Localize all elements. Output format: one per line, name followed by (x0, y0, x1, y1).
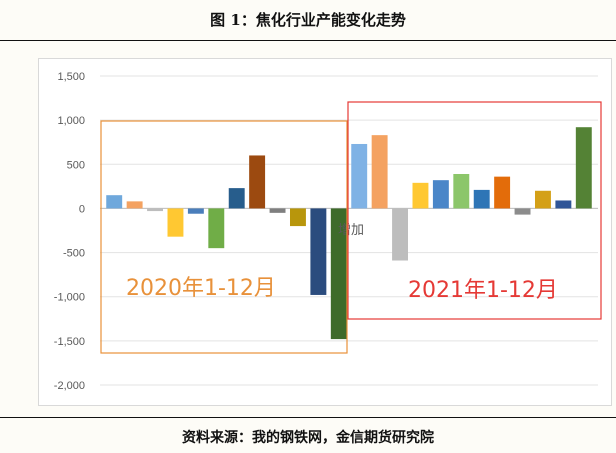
y-tick-label: 500 (67, 159, 85, 171)
bar (453, 173, 470, 209)
bottom-rule (0, 417, 616, 418)
bar (269, 208, 286, 213)
group-label: 2020年1-12月 (126, 276, 276, 301)
bar (392, 208, 409, 261)
bar (147, 208, 164, 212)
bar (126, 201, 143, 209)
bar (208, 208, 225, 249)
bar (249, 155, 266, 209)
group-box (347, 101, 602, 320)
bar (555, 200, 572, 209)
bar (473, 189, 490, 209)
overlap-label: 增加 (338, 223, 364, 238)
y-tick-label: 1,500 (57, 71, 85, 83)
y-tick-label: 0 (79, 203, 85, 215)
y-tick-label: -500 (63, 248, 85, 260)
bar (310, 208, 327, 295)
bar (412, 182, 429, 209)
y-tick-label: -1,000 (54, 292, 85, 304)
bar (514, 208, 531, 215)
top-rule (0, 40, 616, 41)
bar (330, 208, 347, 340)
group-label: 2021年1-12月 (408, 278, 558, 303)
y-tick-label: 1,000 (57, 115, 85, 127)
bar (289, 208, 306, 227)
bar (371, 135, 388, 209)
bar (351, 143, 368, 209)
bar (106, 195, 123, 209)
bar (575, 127, 592, 209)
bar (494, 176, 511, 209)
bar (228, 188, 245, 209)
y-tick-label: -2,000 (54, 380, 85, 392)
bar (534, 190, 551, 209)
figure-title: 图 1：焦化行业产能变化走势 (210, 11, 406, 29)
y-tick-label: -1,500 (54, 336, 85, 348)
bar (187, 208, 204, 214)
bar (432, 180, 449, 209)
source-note: 资料来源：我的钢铁网，金信期货研究院 (182, 430, 434, 446)
bar (167, 208, 184, 237)
group-box (100, 120, 348, 354)
